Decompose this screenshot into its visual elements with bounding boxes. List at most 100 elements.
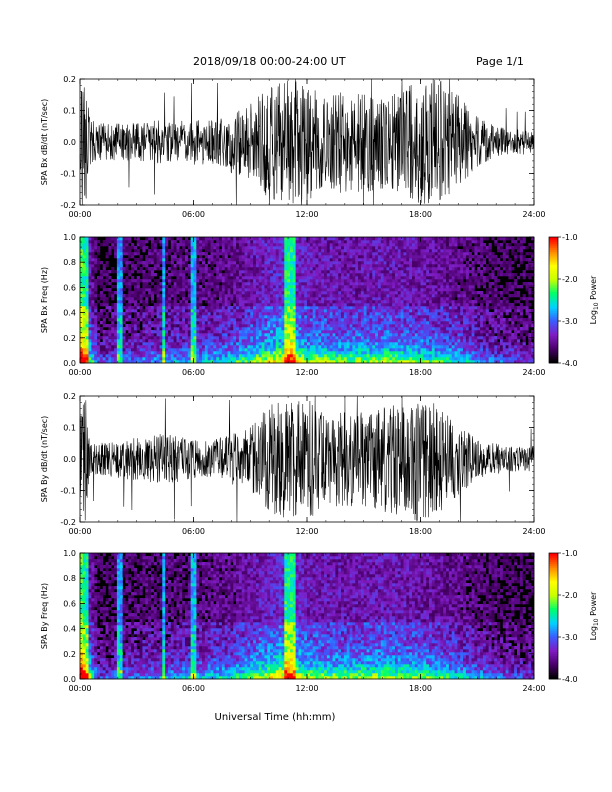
colorbar-swatch (549, 645, 558, 648)
colorbar-swatch (549, 611, 558, 615)
colorbar-swatch (549, 323, 558, 326)
colorbar-swatch (549, 574, 558, 577)
colorbar-swatch (549, 643, 558, 646)
colorbar-swatch (549, 630, 558, 634)
y-tick-label: 0.2 (63, 75, 76, 84)
x-tick-label: 12:00 (295, 210, 318, 219)
colorbar-swatch (549, 561, 558, 564)
colorbar-tick-label: -1.0 (562, 549, 578, 558)
colorbar-swatch (549, 569, 558, 573)
y-axis-title: SPA Bx dB/dt (nT/sec) (40, 99, 49, 186)
colorbar-tick-label: -2.0 (562, 591, 578, 600)
y-tick-label: 0.1 (63, 424, 76, 433)
colorbar-swatch (549, 622, 558, 625)
colorbar-swatch (549, 262, 558, 265)
colorbar-swatch (549, 641, 558, 644)
colorbar-tick-label: -3.0 (562, 633, 578, 642)
colorbar-swatch (549, 674, 558, 678)
y-tick-label: 0.2 (63, 650, 76, 659)
colorbar-swatch (549, 239, 558, 242)
y-tick-label: 0.8 (63, 258, 76, 267)
colorbar-swatch (549, 346, 558, 349)
x-tick-label: 12:00 (295, 684, 318, 693)
colorbar-1: -1.0 -2.0 -3.0 -4.0 Log10 Power (548, 233, 600, 368)
x-tick-label: 12:00 (295, 527, 318, 536)
colorbar-swatch (549, 603, 558, 606)
colorbar-swatch (549, 344, 558, 347)
colorbar-swatch (549, 578, 558, 581)
x-tick-label: 00:00 (68, 210, 91, 219)
colorbar-swatch (549, 297, 558, 301)
colorbar-tick-label: -2.0 (562, 275, 578, 284)
colorbar-swatch (549, 268, 558, 271)
colorbar-swatch (549, 272, 558, 276)
colorbar-swatch (549, 616, 558, 619)
colorbar-swatch (549, 325, 558, 328)
colorbar-swatch (549, 634, 558, 638)
colorbar-swatch (549, 557, 558, 560)
x-tick-label: 18:00 (409, 368, 432, 377)
trace-series-1 (79, 78, 535, 206)
colorbar-swatch (549, 676, 558, 680)
colorbar-swatch (549, 300, 558, 303)
colorbar-swatch (549, 595, 558, 598)
colorbar-swatch (549, 670, 558, 674)
colorbar-swatch (549, 655, 558, 659)
colorbar-swatch (549, 316, 558, 320)
colorbar-swatch (549, 651, 558, 655)
colorbar-swatch (549, 632, 558, 636)
colorbar-swatch (549, 333, 558, 337)
colorbar-swatch (549, 590, 558, 594)
x-axis-title: Universal Time (hh:mm) (215, 712, 336, 723)
colorbar-swatch (549, 260, 558, 263)
y-tick-label: 1.0 (63, 233, 76, 242)
y-tick-label: -0.2 (60, 201, 76, 210)
colorbar-swatch (549, 624, 558, 627)
spectrogram-cells (80, 553, 535, 680)
colorbar-swatch (549, 321, 558, 324)
x-tick-label: 24:00 (522, 527, 545, 536)
colorbar-swatch (549, 668, 558, 671)
colorbar-swatch (549, 637, 558, 640)
x-tick-label: 00:00 (68, 684, 91, 693)
colorbar-swatch (549, 283, 558, 286)
colorbar-swatch (549, 270, 558, 274)
colorbar-swatch (549, 563, 558, 566)
colorbar-frame (548, 236, 559, 364)
colorbar-swatch (549, 571, 558, 575)
colorbar-swatch (549, 647, 558, 650)
x-tick-label: 06:00 (182, 368, 205, 377)
chart-panel-2: 00:00 06:00 12:00 18:00 24:00 0.0 0.2 0.4 0.6 0.8… (40, 233, 546, 377)
colorbar-swatch (549, 251, 558, 255)
colorbar-swatch (549, 660, 558, 663)
colorbar-swatch (549, 672, 558, 676)
y-tick-label: 0.0 (63, 359, 76, 368)
colorbar-label: Log10 Power (589, 275, 600, 324)
colorbar-swatch (549, 287, 558, 290)
colorbar-swatch (549, 582, 558, 585)
colorbar-swatch (549, 306, 558, 309)
x-tick-label: 06:00 (182, 527, 205, 536)
x-tick-label: 24:00 (522, 368, 545, 377)
colorbar-swatch (549, 666, 558, 669)
colorbar-swatch (549, 337, 558, 341)
colorbar-swatch (549, 348, 558, 351)
y-axis-title: SPA Bx Freq (Hz) (40, 267, 49, 333)
y-tick-label: 0.6 (63, 599, 76, 608)
colorbar-swatch (549, 584, 558, 587)
x-tick-label: 18:00 (409, 210, 432, 219)
colorbar-swatch (549, 628, 558, 632)
colorbar-swatch (549, 356, 558, 360)
chart-panel-4: 00:00 06:00 12:00 18:00 24:00 0.0 0.2 0.4 0.6 0.8… (40, 549, 546, 693)
colorbar-swatch (549, 241, 558, 244)
chart-panel-1: 00:00 06:00 12:00 18:00 24:00 -0.2 -0.1 0.0 0.1 0… (40, 75, 546, 219)
colorbar-swatch (549, 264, 558, 267)
y-tick-label: 0.2 (63, 334, 76, 343)
colorbar-swatch (549, 553, 558, 556)
colorbar-swatch (549, 620, 558, 623)
x-tick-label: 24:00 (522, 684, 545, 693)
colorbar-swatch (549, 295, 558, 299)
colorbar-swatch (549, 302, 558, 305)
y-tick-label: 0.4 (63, 309, 76, 318)
